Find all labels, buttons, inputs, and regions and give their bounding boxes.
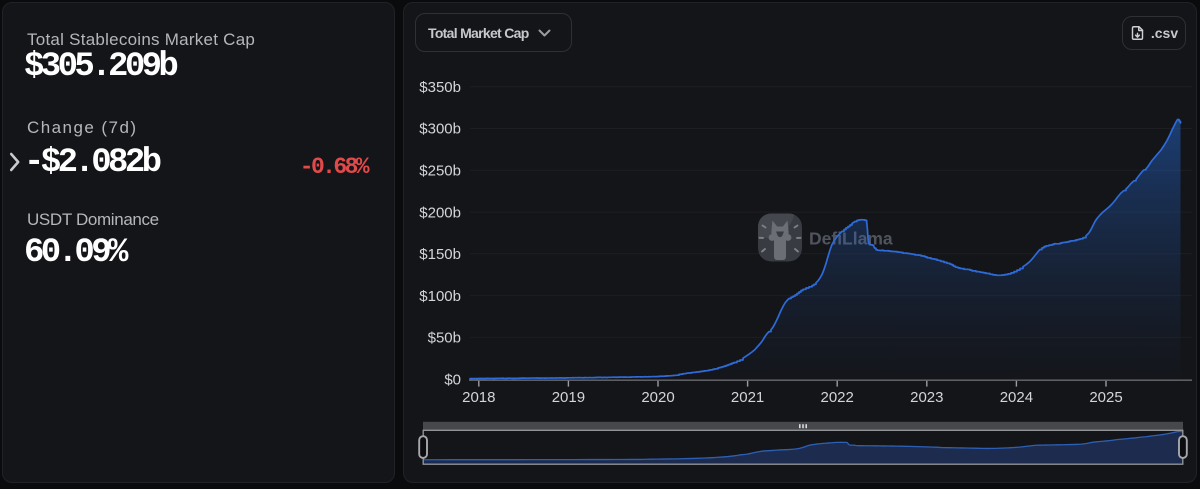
svg-text:$100b: $100b [419,288,461,305]
svg-text:2022: 2022 [821,389,854,406]
svg-text:2024: 2024 [1000,389,1033,406]
svg-text:2020: 2020 [641,389,674,406]
svg-text:$350b: $350b [419,79,461,96]
svg-text:2021: 2021 [731,389,764,406]
svg-text:$150b: $150b [419,246,461,263]
svg-text:2025: 2025 [1089,389,1122,406]
svg-text:$250b: $250b [419,163,461,180]
svg-text:$50b: $50b [428,330,461,347]
svg-text:2023: 2023 [910,389,943,406]
svg-text:$300b: $300b [419,121,461,138]
svg-text:$200b: $200b [419,204,461,221]
svg-text:2018: 2018 [462,389,495,406]
svg-text:2019: 2019 [552,389,585,406]
svg-text:$0: $0 [444,371,461,388]
